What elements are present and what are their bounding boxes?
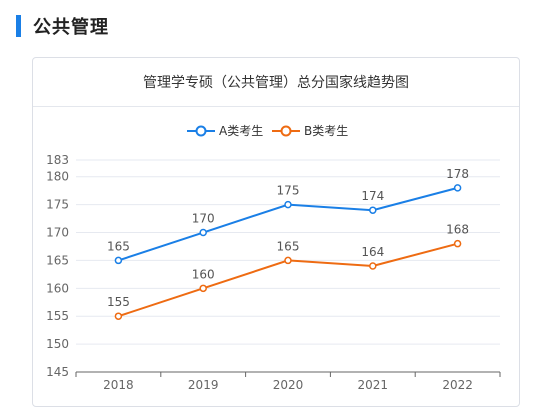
- legend-label: B类考生: [304, 124, 348, 138]
- chart-card-header: 管理学专硕（公共管理）总分国家线趋势图: [33, 58, 519, 107]
- data-label: 160: [192, 267, 215, 281]
- data-label: 175: [277, 184, 300, 198]
- y-tick-label: 180: [46, 170, 69, 184]
- data-point: [453, 184, 462, 192]
- data-point: [199, 228, 207, 237]
- data-label: 174: [361, 189, 384, 203]
- chart-title: 管理学专硕（公共管理）总分国家线趋势图: [143, 75, 409, 91]
- chart-card: 管理学专硕（公共管理）总分国家线趋势图: [32, 57, 520, 407]
- x-tick-label: 2020: [273, 378, 304, 392]
- x-tick-label: 2019: [188, 378, 219, 392]
- data-label: 165: [107, 239, 130, 253]
- y-tick-label: 170: [46, 226, 69, 240]
- data-point: [284, 200, 292, 209]
- x-tick-label: 2021: [358, 378, 389, 392]
- data-label: 178: [446, 167, 469, 181]
- data-point: [453, 239, 462, 248]
- data-point: [114, 312, 123, 320]
- data-label: 170: [192, 212, 215, 226]
- data-label: 168: [446, 223, 469, 237]
- data-label: 155: [107, 295, 130, 309]
- section-accent-bar: [16, 15, 21, 37]
- data-point: [114, 256, 123, 265]
- y-tick-label: 160: [46, 281, 69, 295]
- x-tick-label: 2018: [103, 378, 134, 392]
- legend-label: A类考生: [219, 124, 263, 138]
- data-point: [369, 262, 377, 270]
- data-point: [199, 284, 207, 293]
- data-label: 164: [361, 245, 384, 259]
- x-tick-label: 2022: [442, 378, 473, 392]
- legend-marker: [195, 125, 207, 137]
- legend-marker: [280, 125, 292, 137]
- section-title: 公共管理: [33, 17, 109, 38]
- data-label: 165: [277, 239, 300, 253]
- y-tick-label: 150: [46, 337, 69, 351]
- y-tick-label: 175: [46, 198, 69, 212]
- y-tick-label: 145: [46, 365, 69, 379]
- data-point: [284, 256, 292, 265]
- series-line: [118, 242, 458, 318]
- y-tick-label: 165: [46, 253, 69, 267]
- y-tick-label: 183: [46, 153, 69, 167]
- y-tick-label: 155: [46, 309, 69, 323]
- data-point: [369, 206, 377, 214]
- section-header: 公共管理: [16, 12, 109, 40]
